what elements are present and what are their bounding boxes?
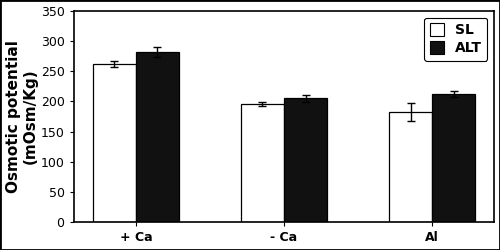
Bar [241,104,284,222]
Bar [93,64,136,222]
Bar [389,112,432,222]
Legend: SL, ALT: SL, ALT [424,18,488,61]
Y-axis label: Osmotic potential
(mOsm/Kg): Osmotic potential (mOsm/Kg) [6,40,38,193]
Bar [284,98,327,222]
Bar [432,94,476,222]
Bar [136,52,179,222]
